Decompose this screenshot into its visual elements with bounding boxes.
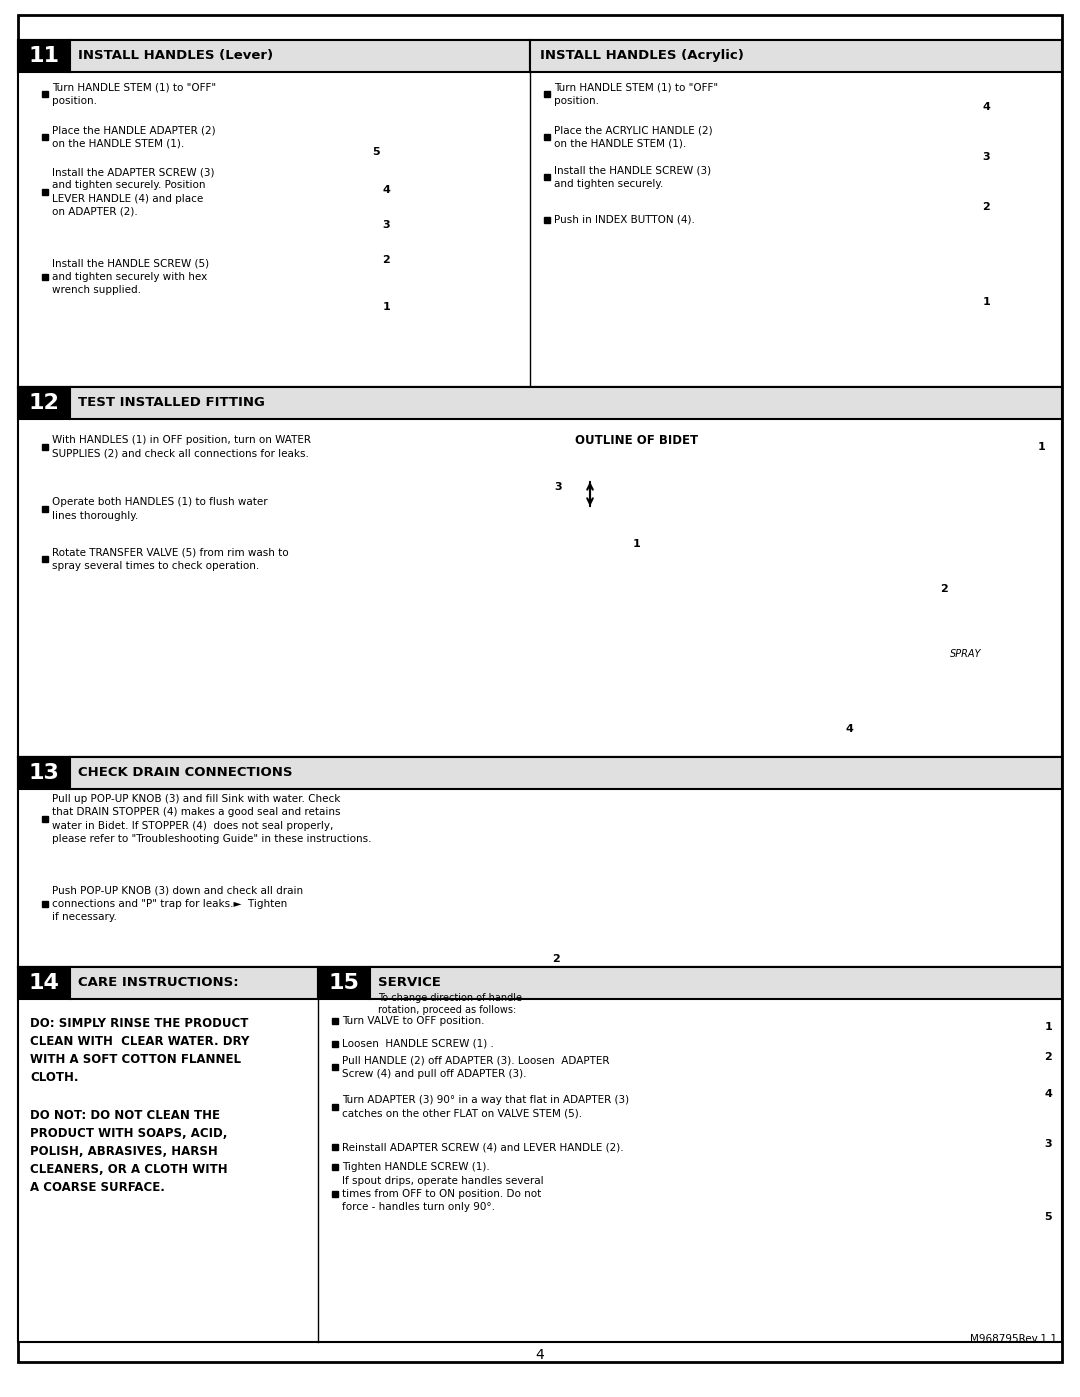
Bar bbox=[42, 91, 48, 96]
Text: Pull up POP-UP KNOB (3) and fill Sink with water. Check
that DRAIN STOPPER (4) m: Pull up POP-UP KNOB (3) and fill Sink wi… bbox=[52, 795, 372, 844]
Text: CHECK DRAIN CONNECTIONS: CHECK DRAIN CONNECTIONS bbox=[78, 767, 293, 780]
Bar bbox=[318, 967, 370, 999]
Text: 15: 15 bbox=[328, 972, 360, 993]
Bar bbox=[42, 816, 48, 821]
Bar bbox=[18, 757, 1062, 967]
Bar bbox=[18, 967, 70, 999]
Bar bbox=[544, 134, 550, 140]
Text: Reinstall ADAPTER SCREW (4) and LEVER HANDLE (2).: Reinstall ADAPTER SCREW (4) and LEVER HA… bbox=[342, 1141, 623, 1153]
Bar bbox=[544, 175, 550, 180]
Bar bbox=[530, 41, 1062, 73]
Bar bbox=[42, 189, 48, 196]
Text: 4: 4 bbox=[536, 1348, 544, 1362]
Text: Rotate TRANSFER VALVE (5) from rim wash to
spray several times to check operatio: Rotate TRANSFER VALVE (5) from rim wash … bbox=[52, 548, 288, 570]
Text: 4: 4 bbox=[382, 184, 390, 196]
Bar bbox=[544, 217, 550, 224]
Text: 1: 1 bbox=[632, 539, 640, 549]
Text: SPRAY: SPRAY bbox=[950, 650, 982, 659]
Bar bbox=[42, 901, 48, 907]
Text: Turn HANDLE STEM (1) to "OFF"
position.: Turn HANDLE STEM (1) to "OFF" position. bbox=[52, 82, 216, 106]
Text: Install the HANDLE SCREW (3)
and tighten securely.: Install the HANDLE SCREW (3) and tighten… bbox=[554, 165, 711, 189]
Bar bbox=[332, 1164, 338, 1171]
Bar bbox=[70, 757, 1062, 789]
Bar bbox=[70, 967, 318, 999]
Bar bbox=[70, 41, 530, 73]
Text: 5: 5 bbox=[373, 147, 380, 156]
Bar bbox=[370, 967, 1062, 999]
Text: 5: 5 bbox=[1044, 1213, 1052, 1222]
Text: 3: 3 bbox=[382, 219, 390, 231]
Text: 14: 14 bbox=[28, 972, 59, 993]
Text: 2: 2 bbox=[552, 954, 561, 964]
Bar bbox=[42, 134, 48, 140]
Text: M968795Rev.1.1: M968795Rev.1.1 bbox=[970, 1334, 1057, 1344]
Text: 2: 2 bbox=[382, 256, 390, 265]
Text: Install the ADAPTER SCREW (3)
and tighten securely. Position
LEVER HANDLE (4) an: Install the ADAPTER SCREW (3) and tighte… bbox=[52, 168, 215, 217]
Bar bbox=[18, 41, 70, 73]
Bar bbox=[18, 387, 70, 419]
Bar bbox=[18, 757, 70, 789]
Text: 11: 11 bbox=[28, 46, 59, 66]
Text: Pull HANDLE (2) off ADAPTER (3). Loosen  ADAPTER
Screw (4) and pull off ADAPTER : Pull HANDLE (2) off ADAPTER (3). Loosen … bbox=[342, 1055, 609, 1078]
Text: INSTALL HANDLES (Acrylic): INSTALL HANDLES (Acrylic) bbox=[540, 49, 744, 63]
Text: DO: SIMPLY RINSE THE PRODUCT
CLEAN WITH  CLEAR WATER. DRY
WITH A SOFT COTTON FLA: DO: SIMPLY RINSE THE PRODUCT CLEAN WITH … bbox=[30, 1017, 249, 1084]
Bar bbox=[42, 506, 48, 511]
Text: Push POP-UP KNOB (3) down and check all drain
connections and "P" trap for leaks: Push POP-UP KNOB (3) down and check all … bbox=[52, 886, 303, 922]
Bar bbox=[18, 967, 1062, 1343]
Bar bbox=[70, 387, 1062, 419]
Text: If spout drips, operate handles several
times from OFF to ON position. Do not
fo: If spout drips, operate handles several … bbox=[342, 1176, 543, 1213]
Text: With HANDLES (1) in OFF position, turn on WATER
SUPPLIES (2) and check all conne: With HANDLES (1) in OFF position, turn o… bbox=[52, 436, 311, 458]
Text: 1: 1 bbox=[1037, 441, 1045, 453]
Bar bbox=[332, 1041, 338, 1046]
Text: Install the HANDLE SCREW (5)
and tighten securely with hex
wrench supplied.: Install the HANDLE SCREW (5) and tighten… bbox=[52, 258, 210, 295]
Text: CARE INSTRUCTIONS:: CARE INSTRUCTIONS: bbox=[78, 977, 239, 989]
Text: Push in INDEX BUTTON (4).: Push in INDEX BUTTON (4). bbox=[554, 215, 694, 225]
Bar bbox=[42, 556, 48, 562]
Text: 3: 3 bbox=[1044, 1139, 1052, 1148]
Bar bbox=[42, 444, 48, 450]
Text: 4: 4 bbox=[1044, 1090, 1052, 1099]
Text: To change direction of handle
rotation, proceed as follows:: To change direction of handle rotation, … bbox=[378, 993, 522, 1016]
Text: 3: 3 bbox=[554, 482, 562, 492]
Bar bbox=[332, 1065, 338, 1070]
Bar bbox=[332, 1104, 338, 1111]
Text: 1: 1 bbox=[982, 298, 990, 307]
Bar bbox=[332, 1144, 338, 1150]
Text: 4: 4 bbox=[982, 102, 990, 112]
Text: Turn ADAPTER (3) 90° in a way that flat in ADAPTER (3)
catches on the other FLAT: Turn ADAPTER (3) 90° in a way that flat … bbox=[342, 1095, 630, 1119]
Bar bbox=[332, 1018, 338, 1024]
Text: Place the ACRYLIC HANDLE (2)
on the HANDLE STEM (1).: Place the ACRYLIC HANDLE (2) on the HAND… bbox=[554, 126, 713, 148]
Text: 1: 1 bbox=[1044, 1023, 1052, 1032]
Text: TEST INSTALLED FITTING: TEST INSTALLED FITTING bbox=[78, 397, 265, 409]
Bar bbox=[544, 91, 550, 96]
Text: DO NOT: DO NOT CLEAN THE
PRODUCT WITH SOAPS, ACID,
POLISH, ABRASIVES, HARSH
CLEA: DO NOT: DO NOT CLEAN THE PRODUCT WITH SO… bbox=[30, 1109, 228, 1194]
Text: INSTALL HANDLES (Lever): INSTALL HANDLES (Lever) bbox=[78, 49, 273, 63]
Text: SERVICE: SERVICE bbox=[378, 977, 441, 989]
Text: 4: 4 bbox=[845, 724, 853, 733]
Text: OUTLINE OF BIDET: OUTLINE OF BIDET bbox=[575, 434, 698, 447]
Text: 12: 12 bbox=[28, 393, 59, 414]
Text: 3: 3 bbox=[983, 152, 990, 162]
Text: 13: 13 bbox=[28, 763, 59, 782]
Text: 2: 2 bbox=[940, 584, 948, 594]
Text: Turn VALVE to OFF position.: Turn VALVE to OFF position. bbox=[342, 1016, 485, 1025]
Text: Loosen  HANDLE SCREW (1) .: Loosen HANDLE SCREW (1) . bbox=[342, 1039, 494, 1049]
Text: Turn HANDLE STEM (1) to "OFF"
position.: Turn HANDLE STEM (1) to "OFF" position. bbox=[554, 82, 718, 106]
Bar bbox=[18, 387, 1062, 757]
Text: 2: 2 bbox=[1044, 1052, 1052, 1062]
Text: 1: 1 bbox=[382, 302, 390, 312]
Text: Place the HANDLE ADAPTER (2)
on the HANDLE STEM (1).: Place the HANDLE ADAPTER (2) on the HAND… bbox=[52, 126, 216, 148]
Bar bbox=[42, 274, 48, 279]
Bar bbox=[332, 1192, 338, 1197]
Bar bbox=[18, 41, 1062, 387]
Text: Tighten HANDLE SCREW (1).: Tighten HANDLE SCREW (1). bbox=[342, 1162, 489, 1172]
Text: 2: 2 bbox=[982, 203, 990, 212]
Text: Operate both HANDLES (1) to flush water
lines thoroughly.: Operate both HANDLES (1) to flush water … bbox=[52, 497, 268, 521]
